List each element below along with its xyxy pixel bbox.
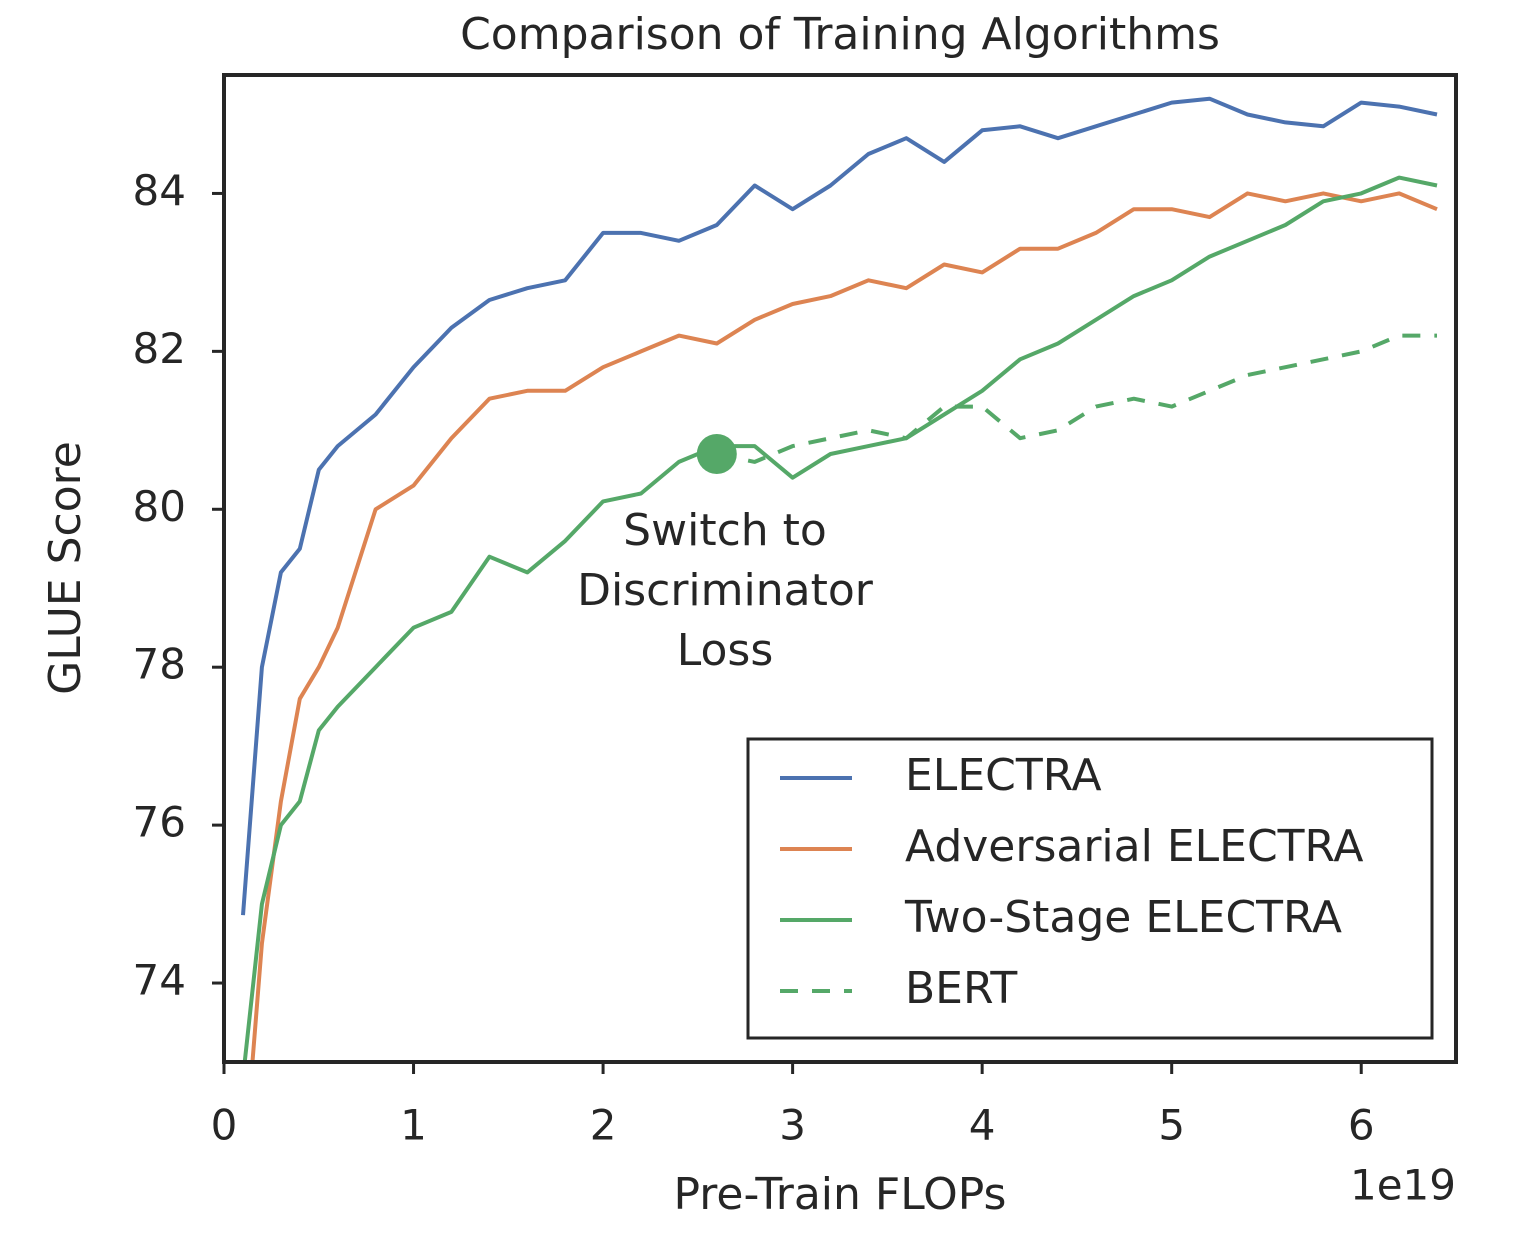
legend-label: Adversarial ELECTRA [905, 821, 1363, 872]
x-tick-label: 6 [1348, 1101, 1375, 1150]
plot-area [241, 96, 1438, 1062]
legend-box [746, 737, 1434, 1040]
legend-label: Two-Stage ELECTRA [904, 892, 1342, 943]
series-line [716, 333, 1437, 464]
y-tick-label: 76 [133, 798, 186, 847]
x-tick-label: 3 [779, 1101, 806, 1150]
plot-frame [222, 73, 1458, 1064]
legend-label: ELECTRA [905, 750, 1102, 801]
y-tick-label: 80 [133, 482, 186, 531]
series-line [250, 191, 1438, 1062]
y-tick-label: 84 [133, 166, 186, 215]
x-axis-label: Pre-Train FLOPs [674, 1169, 1007, 1220]
x-tick-label: 1 [400, 1101, 427, 1150]
y-tick-label: 82 [133, 324, 186, 373]
annotation-text: Switch to [623, 505, 827, 556]
x-offset-label: 1e19 [1350, 1161, 1456, 1210]
legend-label: BERT [905, 963, 1017, 1014]
annotation-text: Loss [677, 625, 774, 676]
y-tick-label: 78 [133, 640, 186, 689]
series-line [242, 175, 1438, 1062]
x-tick-label: 5 [1158, 1101, 1185, 1150]
annotation-marker [696, 434, 737, 475]
x-tick-label: 2 [590, 1101, 617, 1150]
chart-title: Comparison of Training Algorithms [460, 9, 1220, 60]
x-tick-label: 0 [211, 1101, 238, 1150]
y-axis-label: GLUE Score [40, 441, 91, 695]
y-tick-label: 74 [133, 956, 186, 1005]
annotation-text: Discriminator [577, 565, 874, 616]
x-tick-label: 4 [969, 1101, 996, 1150]
series-line [241, 96, 1438, 916]
